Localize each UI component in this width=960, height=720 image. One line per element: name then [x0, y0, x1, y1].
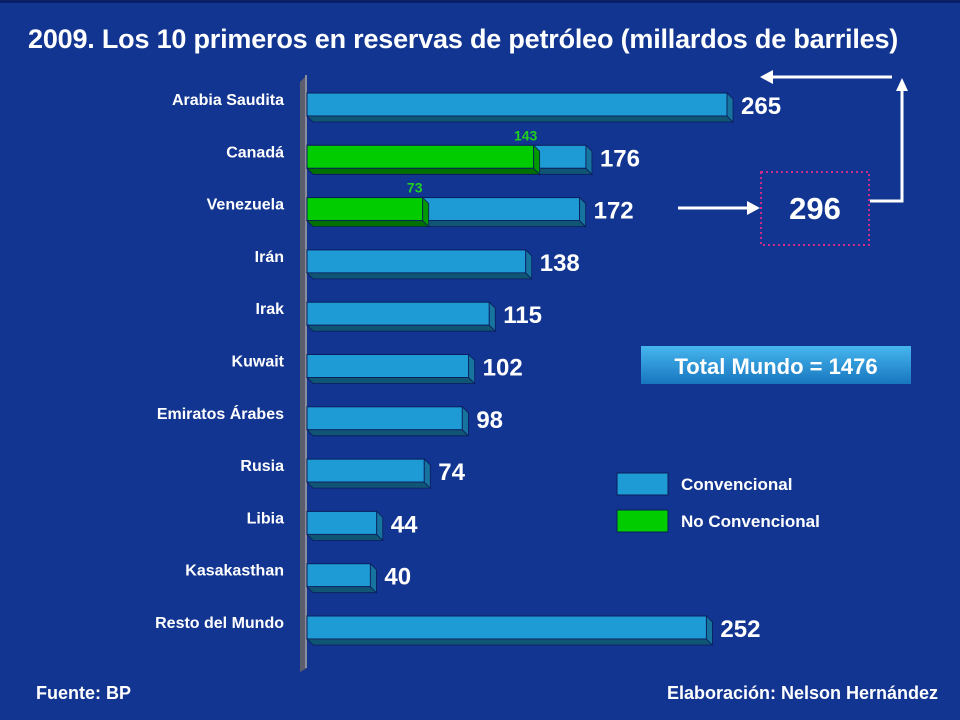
arrow-to-top-head [760, 70, 773, 84]
bar-kasakasthan [306, 562, 378, 594]
category-label: Arabia Saudita [172, 92, 284, 109]
arrow-up-head [896, 78, 908, 91]
bar-emiratos-arabes [306, 405, 470, 437]
legend-swatch [616, 472, 669, 496]
category-label: Resto del Mundo [155, 615, 284, 632]
category-label: Canadá [226, 144, 284, 161]
value-label: 74 [438, 459, 465, 486]
chart-title: 2009. Los 10 primeros en reservas de pet… [28, 24, 899, 54]
value-label: 98 [476, 407, 503, 434]
category-label: Libia [247, 510, 284, 527]
bar-unconventional-canada [306, 144, 541, 176]
value-label: 44 [391, 511, 418, 538]
value-label: 115 [503, 302, 542, 329]
total-world-label: Total Mundo = 1476 [674, 354, 877, 379]
bar-rusia [306, 458, 432, 490]
footer-source: Fuente: BP [36, 683, 132, 703]
value-label: 102 [483, 355, 523, 382]
footer-credit: Elaboración: Nelson Hernández [666, 683, 938, 703]
unconventional-value-label: 73 [407, 180, 423, 196]
category-label: Emiratos Árabes [157, 404, 284, 423]
bar-unconventional-venezuela [306, 196, 430, 228]
bar-iran [306, 248, 533, 280]
axis-wall [305, 75, 307, 668]
category-label: Irán [255, 249, 284, 266]
category-label: Irak [256, 301, 285, 318]
top-border [0, 0, 960, 3]
category-label: Venezuela [207, 197, 284, 214]
legend-swatch [616, 509, 669, 533]
value-label: 176 [600, 145, 640, 172]
category-label: Kuwait [232, 354, 285, 371]
combined-value: 296 [789, 191, 841, 226]
bar-irak [306, 301, 497, 333]
bar-arabia-saudita [306, 92, 734, 123]
value-label: 40 [384, 564, 411, 591]
value-label: 252 [720, 616, 760, 643]
category-label: Rusia [240, 458, 284, 475]
bar-kuwait [306, 353, 476, 385]
total-world-box [641, 346, 911, 384]
combined-box [760, 171, 870, 246]
value-label: 138 [540, 250, 580, 277]
value-label: 265 [741, 93, 781, 120]
bar-resto-del-mundo [306, 615, 714, 646]
arrow-up-connector [870, 88, 904, 203]
legend-label: Convencional [681, 475, 792, 494]
arrow-to-box-head [747, 201, 760, 215]
bar-libia [306, 510, 384, 542]
value-label: 172 [594, 198, 634, 225]
category-label: Kasakasthan [185, 563, 284, 580]
unconventional-value-label: 143 [514, 127, 538, 143]
legend-label: No Convencional [681, 512, 820, 531]
